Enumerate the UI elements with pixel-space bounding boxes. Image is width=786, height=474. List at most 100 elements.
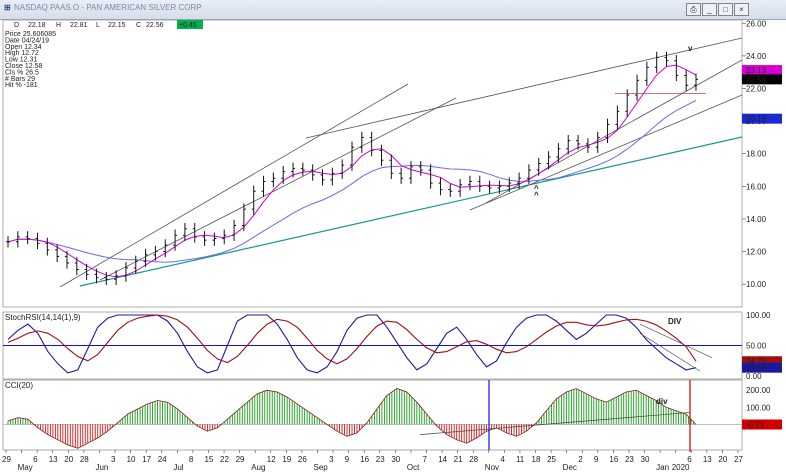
x-tick-label: 29 xyxy=(236,455,245,464)
cci-trend-line xyxy=(419,412,691,435)
price-label-bg xyxy=(742,65,782,76)
minimize-button[interactable]: _ xyxy=(702,3,717,16)
x-tick-label: 10 xyxy=(127,455,136,464)
window-title: NASDAQ PAAS.O - PAN AMERICAN SILVER CORP xyxy=(14,3,202,12)
x-tick-label: 2020 xyxy=(672,463,690,472)
channel-line xyxy=(469,94,743,211)
x-tick-label: 26 xyxy=(298,455,307,464)
y-tick-label: 22.00 xyxy=(746,84,767,93)
cci-y-tick: 100.00 xyxy=(746,403,771,412)
cci-y-tick: 200.00 xyxy=(746,386,771,395)
x-tick-label: Jun xyxy=(95,463,108,472)
cci-line xyxy=(7,388,697,449)
x-tick-label: Aug xyxy=(251,463,265,472)
price-label: 23.13 xyxy=(746,66,767,75)
slow-ma-line xyxy=(7,99,697,263)
x-tick-label: 9 xyxy=(594,455,599,464)
x-tick-label: 23 xyxy=(376,455,385,464)
cci-annotation: div xyxy=(656,397,668,406)
quote-item: 22.81 xyxy=(70,22,88,29)
quote-item: 22.18 xyxy=(28,22,46,29)
y-tick-label: 26.00 xyxy=(746,19,767,28)
x-tick-label: 2 xyxy=(578,455,583,464)
x-tick-label: Jan xyxy=(656,463,669,472)
price-label-bg xyxy=(742,74,782,85)
price-annotation: ^ xyxy=(534,191,539,200)
x-tick-label: 25 xyxy=(547,455,556,464)
stochrsi-annotation: DIV xyxy=(668,317,682,326)
x-tick-label: 16 xyxy=(360,455,369,464)
info-panel-line: Open 12.34 xyxy=(5,44,42,51)
y-tick-label: 18.00 xyxy=(746,150,767,159)
quote-item: 22.56 xyxy=(146,22,164,29)
stochrsi-y-tick: 50.00 xyxy=(746,342,767,351)
x-tick-label: 28 xyxy=(469,455,478,464)
y-tick-label: 24.00 xyxy=(746,52,767,61)
x-tick-label: 15 xyxy=(204,455,213,464)
window-titlebar: ⊞ NASDAQ PAAS.O - PAN AMERICAN SILVER CO… xyxy=(0,0,786,20)
info-panel-line: Close 12.58 xyxy=(5,63,42,70)
x-tick-label: 7 xyxy=(423,455,428,464)
x-tick-label: Sep xyxy=(313,463,328,472)
x-tick-label: 14 xyxy=(438,455,447,464)
stochrsi-div-line xyxy=(639,333,701,372)
stochrsi-label: 13.62 xyxy=(746,364,767,373)
x-tick-label: Nov xyxy=(485,463,499,472)
info-panel-line: Date 04/24/19 xyxy=(5,37,49,44)
price-annotation: ^ xyxy=(534,184,539,193)
x-tick-label: 12 xyxy=(267,455,276,464)
cci-label-bg xyxy=(742,419,782,430)
quote-item: D xyxy=(14,22,19,29)
close-button[interactable]: × xyxy=(734,3,749,16)
y-tick-label: 16.00 xyxy=(746,182,767,191)
price-annotation: v xyxy=(688,44,693,53)
stochrsi-y-tick: 100.00 xyxy=(746,311,771,320)
x-tick-label: 8 xyxy=(189,455,194,464)
x-tick-label: 6 xyxy=(33,455,38,464)
stochrsi-title: StochRSI(14,14(1),9) xyxy=(5,313,81,322)
cci-label: -0.71 xyxy=(746,421,765,430)
x-tick-label: 28 xyxy=(80,455,89,464)
stochrsi-series-1 xyxy=(7,314,697,374)
x-tick-label: 13 xyxy=(49,455,58,464)
cci-title: CCI(20) xyxy=(5,381,33,390)
quote-item: H xyxy=(56,22,61,29)
x-tick-label: 20 xyxy=(64,455,73,464)
x-tick-label: May xyxy=(18,463,33,472)
x-tick-label: 4 xyxy=(500,455,505,464)
y-tick-label: 10.00 xyxy=(746,280,767,289)
info-panel-line: High 12.72 xyxy=(5,50,39,57)
quote-change-bg xyxy=(177,20,203,29)
channel-line xyxy=(305,37,743,139)
maximize-button[interactable]: □ xyxy=(718,3,733,16)
x-tick-label: 30 xyxy=(391,455,400,464)
quote-change: +0.45 xyxy=(179,22,197,29)
info-panel-line: # Bars 29 xyxy=(5,76,35,83)
channel-line xyxy=(99,97,457,281)
y-tick-label: 14.00 xyxy=(746,215,767,224)
stochrsi-label: 24.22 xyxy=(746,357,767,366)
x-tick-label: 17 xyxy=(142,455,151,464)
stochrsi-y-tick: 0.00 xyxy=(746,372,762,381)
x-tick-label: 18 xyxy=(532,455,541,464)
x-tick-label: 24 xyxy=(158,455,167,464)
x-tick-label: 27 xyxy=(734,455,743,464)
channel-line xyxy=(59,83,409,288)
x-tick-label: Dec xyxy=(563,463,577,472)
x-tick-label: 3 xyxy=(111,455,116,464)
stochrsi-div-line xyxy=(639,323,713,359)
quote-item: C xyxy=(136,22,141,29)
price-label: 20.15 xyxy=(746,115,767,124)
stochrsi-series-2 xyxy=(7,314,697,365)
print-icon[interactable]: ⎙ xyxy=(686,3,701,16)
stochrsi-label-bg xyxy=(742,356,782,367)
x-tick-label: 3 xyxy=(329,455,334,464)
channel-line xyxy=(79,136,743,287)
price-label: 22.56 xyxy=(746,75,767,84)
app-icon: ⊞ xyxy=(4,3,11,12)
info-panel-line: Cls % 26.5 xyxy=(5,69,39,76)
x-tick-label: Jul xyxy=(173,463,183,472)
x-tick-label: 22 xyxy=(220,455,229,464)
